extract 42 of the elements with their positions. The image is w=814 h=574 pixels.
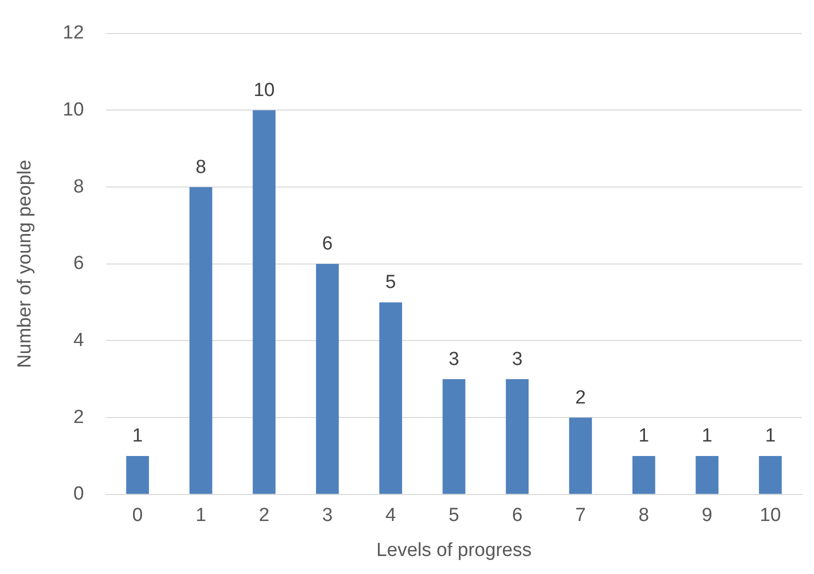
data-label: 1 xyxy=(765,426,776,447)
x-tick-label: 0 xyxy=(132,505,143,526)
bar xyxy=(379,302,402,494)
y-axis-title: Number of young people xyxy=(14,160,36,368)
bar xyxy=(126,456,149,494)
x-tick-label: 1 xyxy=(196,505,206,526)
bar xyxy=(758,456,782,494)
x-axis-title: Levels of progress xyxy=(376,540,532,561)
x-tick-label: 6 xyxy=(512,505,523,526)
y-tick-label: 4 xyxy=(73,330,84,351)
data-label: 1 xyxy=(132,426,143,447)
y-tick-label: 0 xyxy=(73,484,84,505)
data-label: 2 xyxy=(575,387,586,408)
data-label: 8 xyxy=(196,156,206,178)
bar xyxy=(316,264,339,494)
bar xyxy=(442,379,466,494)
x-tick-label: 10 xyxy=(760,505,781,526)
x-tick-label: 3 xyxy=(322,505,333,526)
y-tick-label: 2 xyxy=(73,406,84,428)
bar xyxy=(569,418,592,494)
data-label: 1 xyxy=(702,426,712,447)
y-tick-label: 12 xyxy=(62,22,84,44)
x-tick-label: 2 xyxy=(258,505,270,526)
data-label: 10 xyxy=(254,80,275,101)
data-label: 1 xyxy=(638,426,650,447)
bar xyxy=(252,110,276,494)
y-tick-label: 6 xyxy=(73,253,84,274)
bar xyxy=(506,379,529,494)
x-tick-label: 4 xyxy=(385,505,396,526)
y-tick-label: 8 xyxy=(73,176,84,198)
x-tick-label: 7 xyxy=(575,505,586,526)
x-tick-label: 5 xyxy=(448,505,460,526)
x-tick-label: 9 xyxy=(702,505,712,526)
y-tick-label: 10 xyxy=(62,99,84,120)
data-label: 3 xyxy=(512,348,523,370)
bar xyxy=(632,456,656,494)
bar xyxy=(696,456,718,494)
data-label: 3 xyxy=(448,348,460,370)
data-label: 5 xyxy=(385,272,396,294)
data-label: 6 xyxy=(322,234,333,255)
bar xyxy=(189,187,212,494)
x-tick-label: 8 xyxy=(638,505,650,526)
